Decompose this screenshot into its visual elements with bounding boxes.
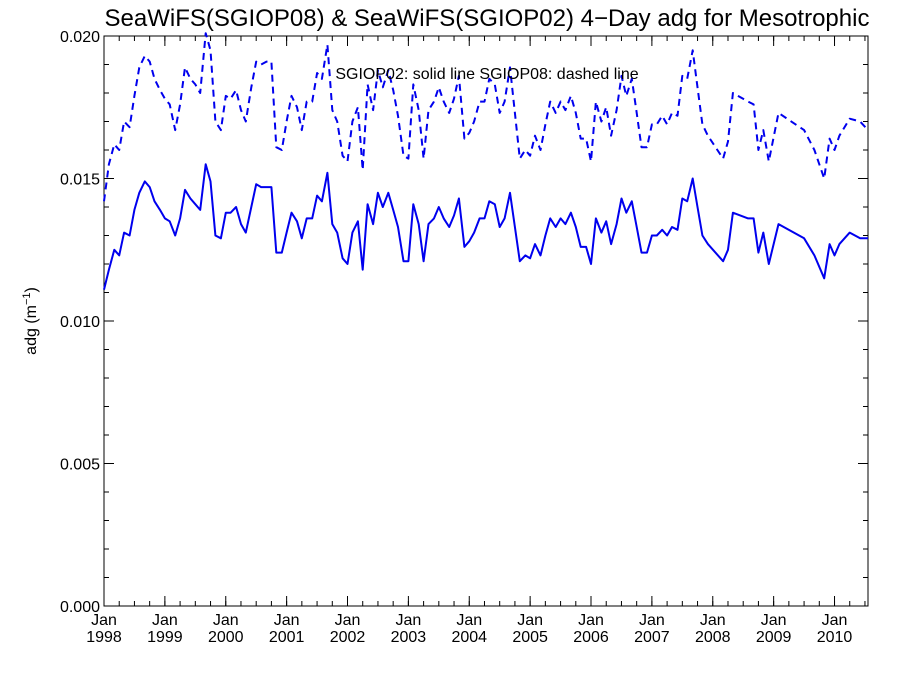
y-axis: 0.000 0.005 0.010 0.015 0.020 [60, 29, 868, 616]
x-tick-year-label: 2003 [391, 629, 427, 646]
x-tick-month-label: Jan [213, 612, 239, 629]
legend-annotation: SGIOP02: solid line SGIOP08: dashed line [335, 66, 638, 83]
x-tick-year-label: 1999 [147, 629, 183, 646]
y-tick-label: 0.010 [60, 314, 100, 331]
x-tick-month-label: Jan [578, 612, 604, 629]
y-tick-label: 0.015 [60, 172, 100, 189]
x-tick-year-label: 2000 [208, 629, 244, 646]
x-tick-month-label: Jan [91, 612, 117, 629]
x-tick-month-label: Jan [456, 612, 482, 629]
y-axis-label-close: ) [23, 287, 40, 292]
x-tick-month-label: Jan [761, 612, 787, 629]
y-axis-label-main: adg (m [23, 305, 40, 355]
y-tick-label: 0.020 [60, 29, 100, 46]
x-tick-month-label: Jan [274, 612, 300, 629]
x-tick-year-label: 2001 [269, 629, 305, 646]
y-axis-label-superscript: −1 [21, 292, 33, 305]
x-tick-year-label: 2008 [695, 629, 731, 646]
x-tick-month-label: Jan [395, 612, 421, 629]
y-tick-label: 0.005 [60, 457, 100, 474]
chart-title: SeaWiFS(SGIOP08) & SeaWiFS(SGIOP02) 4−Da… [105, 5, 870, 32]
series-line-sgiop08 [103, 32, 869, 202]
x-tick-year-label: 2004 [451, 629, 487, 646]
x-tick-month-label: Jan [639, 612, 665, 629]
x-tick-month-label: Jan [822, 612, 848, 629]
x-tick-year-label: 1998 [86, 629, 122, 646]
x-tick-year-label: 2009 [756, 629, 792, 646]
x-tick-year-label: 2006 [573, 629, 609, 646]
y-axis-label: adg (m−1) [21, 287, 40, 355]
series-line-sgiop02 [103, 163, 868, 290]
y-tick-label: 0.000 [60, 599, 100, 616]
x-axis: Jan1998Jan1999Jan2000Jan2001Jan2002Jan20… [86, 36, 866, 646]
x-tick-year-label: 2005 [512, 629, 548, 646]
x-tick-year-label: 2007 [634, 629, 670, 646]
x-tick-month-label: Jan [700, 612, 726, 629]
plot-frame [103, 35, 869, 607]
x-tick-month-label: Jan [152, 612, 178, 629]
x-tick-year-label: 2002 [330, 629, 366, 646]
x-tick-year-label: 2010 [817, 629, 853, 646]
x-tick-month-label: Jan [517, 612, 543, 629]
x-tick-month-label: Jan [335, 612, 361, 629]
series-group [103, 32, 869, 290]
